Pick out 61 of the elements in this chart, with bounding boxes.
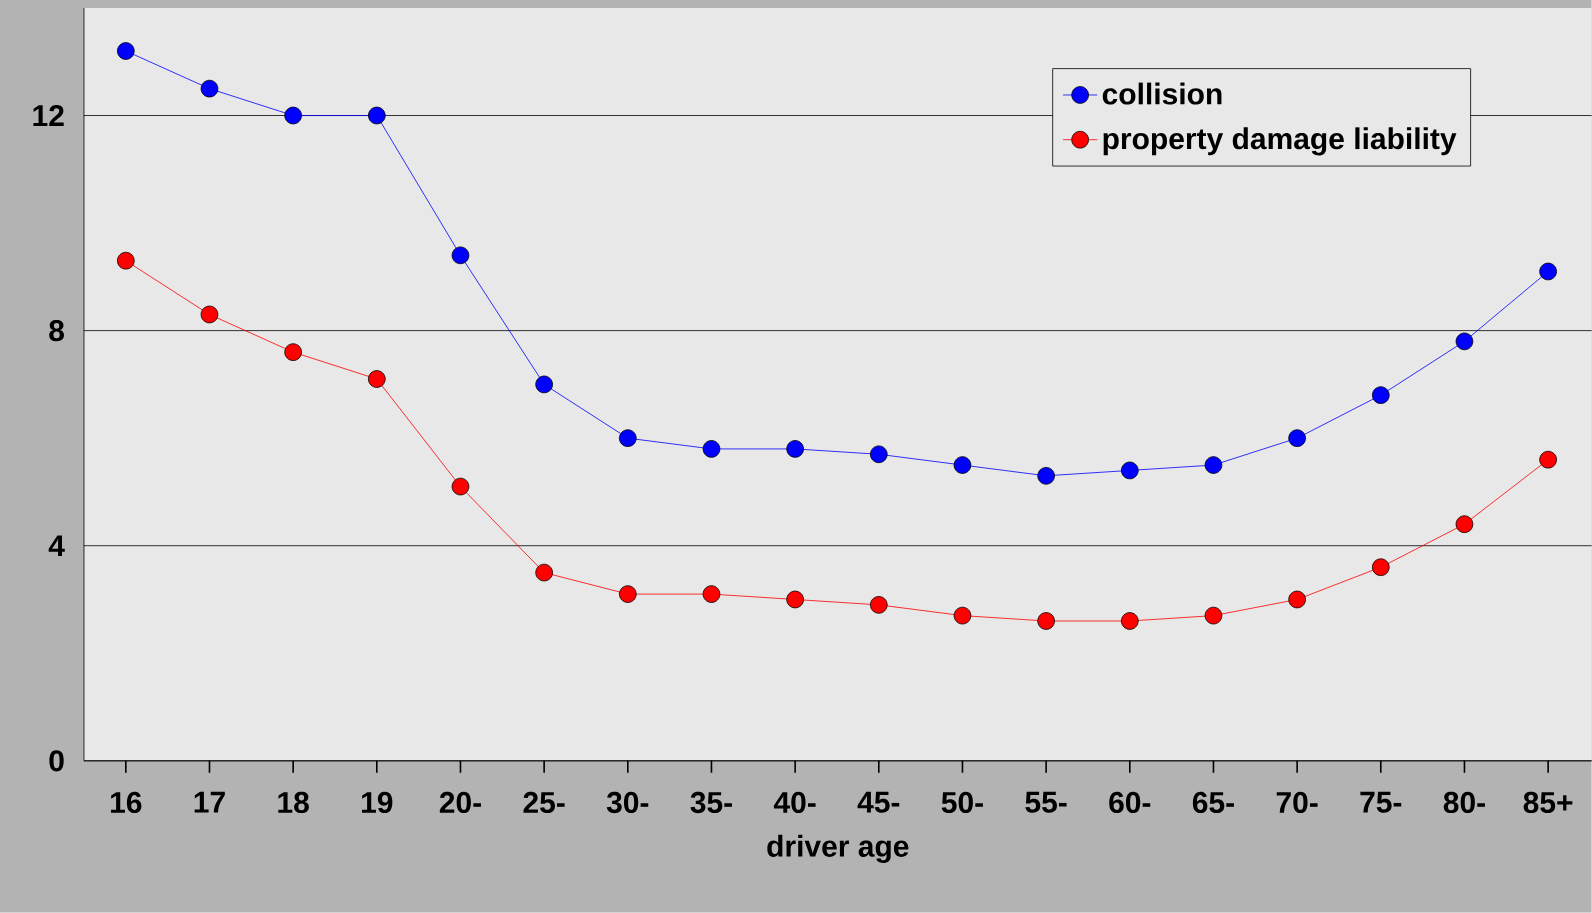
point (535, 375, 553, 394)
x-tick-label: 16 (111, 791, 142, 814)
x-tick-label: 75- (1360, 791, 1402, 813)
point (870, 445, 888, 464)
y-tick-label: 12 (33, 105, 64, 127)
x-tick-label: 30- (606, 791, 649, 814)
point (1204, 456, 1223, 474)
x-tick-label: 17 (194, 791, 225, 813)
point (1371, 558, 1390, 577)
point (1204, 606, 1223, 625)
x-axis-title: driver age (767, 834, 909, 864)
point (284, 106, 302, 125)
point (1455, 332, 1474, 351)
x-tick-label: 45- (857, 791, 900, 813)
y-tick-label: 0 (49, 750, 64, 772)
point (702, 585, 721, 604)
x-tick-label: 85+ (1523, 791, 1573, 814)
point (1037, 467, 1055, 485)
point (1288, 429, 1306, 448)
legend-label: property damage liability (1103, 127, 1457, 156)
point (702, 440, 721, 458)
y-tick-label: 4 (48, 535, 65, 557)
x-tick-label: 65- (1192, 791, 1234, 814)
point (451, 246, 470, 265)
point (870, 596, 888, 614)
point (117, 42, 135, 60)
x-tick-label: 19 (362, 791, 393, 814)
x-tick-label: 20- (439, 791, 481, 814)
point (535, 563, 553, 582)
point (284, 343, 302, 362)
x-tick-label: 25- (523, 791, 565, 814)
point (1037, 612, 1055, 630)
x-tick-label: 18 (278, 791, 309, 814)
point (1455, 515, 1474, 534)
point (200, 305, 219, 324)
x-tick-label: 40- (773, 791, 816, 814)
point (117, 252, 135, 270)
point (1539, 450, 1557, 469)
point (200, 79, 219, 98)
point (953, 456, 972, 474)
point (619, 429, 637, 448)
point (1121, 612, 1139, 630)
point (953, 606, 972, 625)
point (1121, 461, 1139, 480)
x-tick-label: 50- (941, 791, 983, 814)
point (786, 440, 804, 458)
x-tick-label: 80- (1443, 791, 1485, 814)
point (786, 590, 804, 609)
point (1288, 590, 1306, 609)
point (368, 370, 386, 388)
point (1371, 386, 1390, 405)
point (451, 477, 470, 496)
x-tick-label: 60- (1109, 791, 1151, 814)
point (1539, 262, 1557, 281)
point (368, 106, 386, 125)
y-tick-label: 8 (49, 320, 64, 342)
legend-label: collision (1102, 82, 1222, 105)
point (619, 585, 637, 604)
x-tick-label: 70- (1276, 791, 1318, 814)
x-tick-label: 55- (1025, 791, 1067, 813)
x-tick-label: 35- (690, 791, 732, 814)
